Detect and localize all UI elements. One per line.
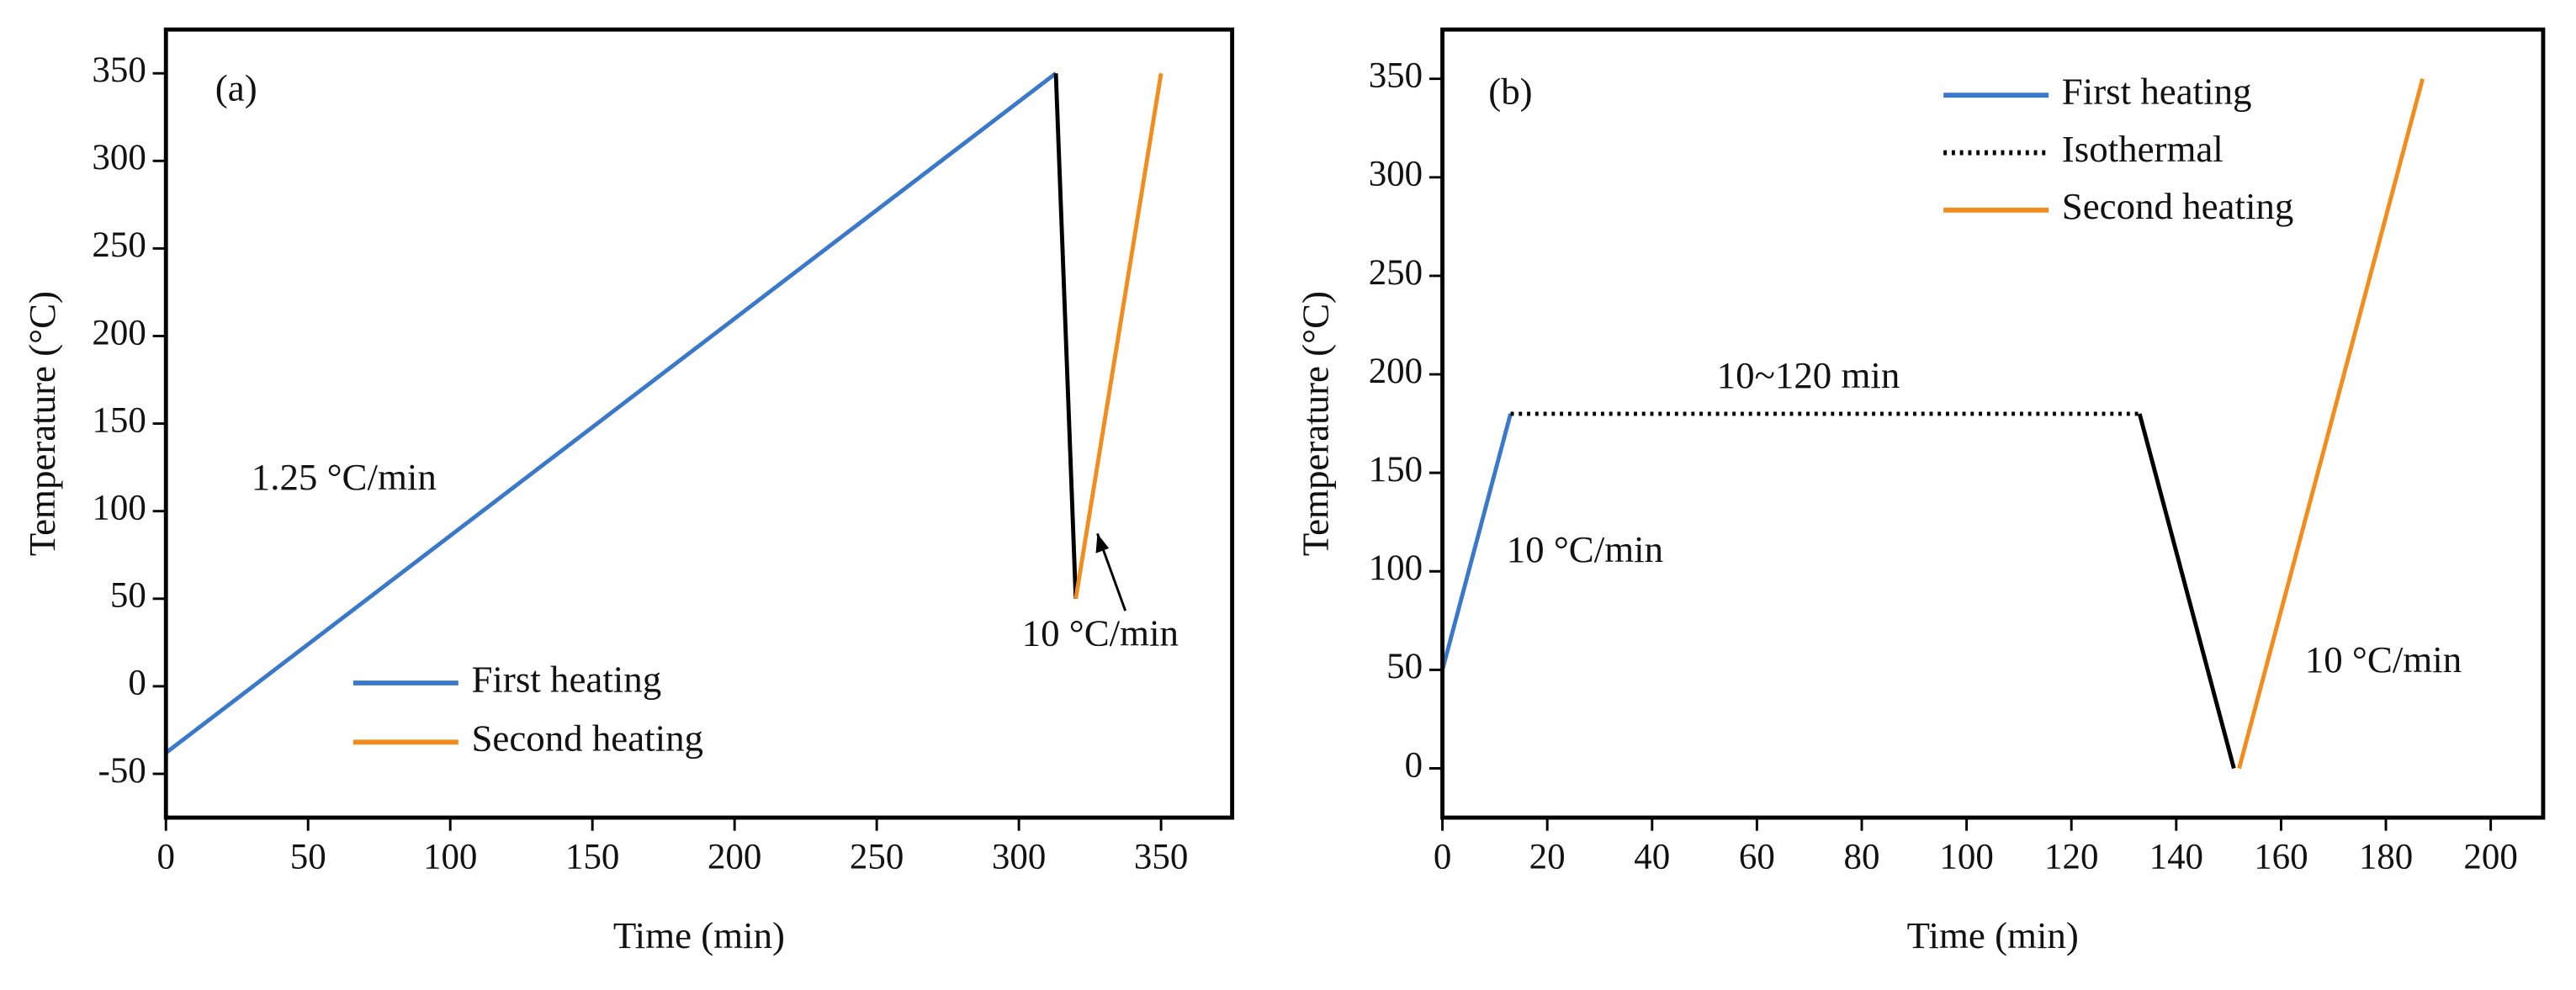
x-tick-label: 100 xyxy=(423,838,477,877)
series-line xyxy=(2137,413,2236,770)
panel-label: (b) xyxy=(1488,71,1532,113)
legend-label: Second heating xyxy=(2062,185,2294,227)
y-tick-label: 150 xyxy=(1369,450,1423,490)
x-tick-label: 180 xyxy=(2359,838,2413,877)
annotation: 10 °C/min xyxy=(2305,638,2462,680)
x-tick-label: 250 xyxy=(850,838,904,877)
y-tick-label: 350 xyxy=(1369,56,1423,96)
x-tick-label: 150 xyxy=(565,838,619,877)
y-tick-label: 200 xyxy=(1369,352,1423,391)
x-axis-title: Time (min) xyxy=(1907,914,2079,956)
legend-label: Second heating xyxy=(471,717,703,760)
y-tick-label: 350 xyxy=(92,50,146,90)
plot-frame xyxy=(1440,27,2546,820)
x-tick-label: 80 xyxy=(1844,838,1880,877)
y-tick-label: 300 xyxy=(1369,155,1423,194)
annotation: 10 °C/min xyxy=(1507,528,1663,570)
y-tick-label: 100 xyxy=(92,489,146,528)
y-tick-label: 200 xyxy=(92,313,146,352)
x-tick-label: 50 xyxy=(290,838,326,877)
legend-label: Isothermal xyxy=(2062,128,2224,170)
x-tick-label: 100 xyxy=(1939,838,1993,877)
x-tick-label: 20 xyxy=(1529,838,1566,877)
y-tick-label: 150 xyxy=(92,400,146,440)
x-tick-label: 0 xyxy=(156,838,174,877)
series-line xyxy=(1073,72,1163,600)
x-tick-label: 0 xyxy=(1434,838,1451,877)
series-line xyxy=(2237,78,2425,770)
arrow-head xyxy=(1095,533,1110,553)
x-tick-label: 300 xyxy=(992,838,1046,877)
legend-label: First heating xyxy=(471,658,661,700)
annotation: 10 °C/min xyxy=(1022,612,1179,654)
y-tick-label: 0 xyxy=(1405,745,1423,785)
x-tick-label: 200 xyxy=(708,838,761,877)
panel-label: (a) xyxy=(215,67,257,109)
x-axis-title: Time (min) xyxy=(613,914,785,956)
x-tick-label: 160 xyxy=(2254,838,2308,877)
y-tick-label: -50 xyxy=(98,751,146,791)
annotation: 1.25 °C/min xyxy=(252,456,437,498)
x-tick-label: 60 xyxy=(1739,838,1775,877)
x-tick-label: 120 xyxy=(2044,838,2098,877)
y-tick-label: 50 xyxy=(110,576,146,616)
series-line xyxy=(1053,73,1079,599)
legend-label: First heating xyxy=(2062,71,2252,113)
plot-frame xyxy=(163,27,1235,820)
y-tick-label: 0 xyxy=(128,664,146,703)
y-tick-label: 50 xyxy=(1386,647,1423,686)
annotation: 10~120 min xyxy=(1717,354,1900,396)
y-tick-label: 300 xyxy=(92,138,146,177)
y-axis-title: Temperature (°C) xyxy=(1294,291,1336,556)
x-tick-label: 350 xyxy=(1134,838,1188,877)
series-line xyxy=(164,71,1057,754)
x-tick-label: 200 xyxy=(2463,838,2517,877)
y-tick-label: 250 xyxy=(1369,253,1423,293)
y-axis-title: Temperature (°C) xyxy=(21,291,63,556)
x-tick-label: 40 xyxy=(1634,838,1670,877)
y-tick-label: 100 xyxy=(1369,548,1423,588)
y-tick-label: 250 xyxy=(92,225,146,265)
series-line xyxy=(1440,413,1513,671)
x-tick-label: 140 xyxy=(2149,838,2203,877)
